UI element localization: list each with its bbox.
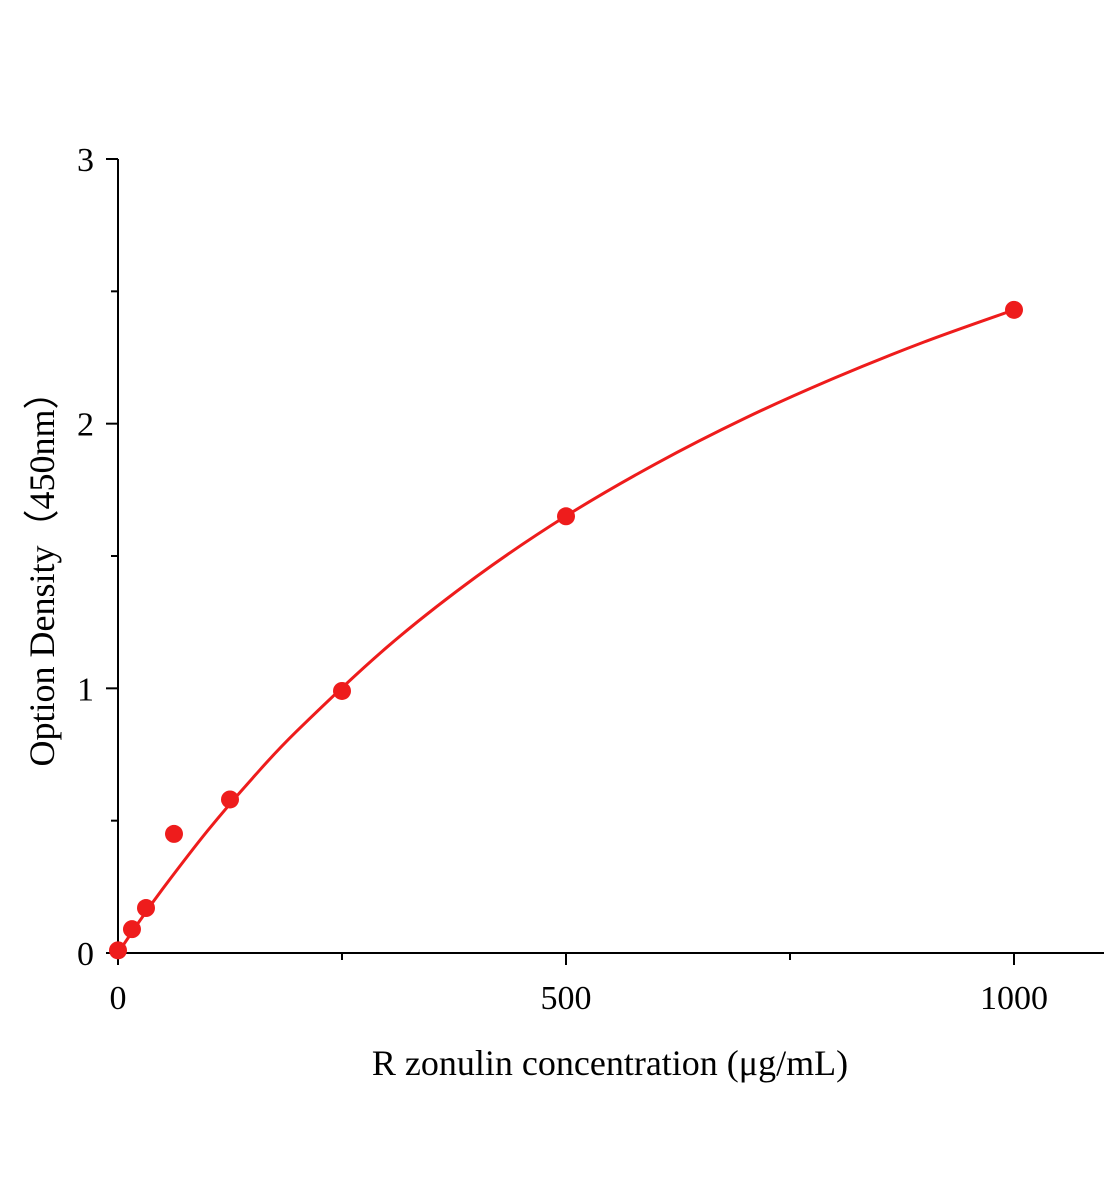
y-tick-label: 3: [77, 142, 94, 179]
y-axis-label: Option Density（450nm）: [22, 374, 62, 767]
data-point: [137, 899, 155, 918]
data-point: [221, 790, 239, 809]
x-tick-label: 500: [541, 980, 592, 1017]
x-tick-label: 1000: [980, 980, 1048, 1017]
points-layer: [109, 300, 1023, 960]
axes: 0 500 1000 0 1 2 3: [77, 142, 1104, 1017]
data-point: [109, 941, 127, 960]
data-point: [122, 920, 141, 939]
data-point: [557, 507, 575, 526]
fit-curve-layer: [116, 308, 1015, 954]
data-point: [165, 824, 183, 843]
data-point: [1005, 300, 1023, 319]
data-point: [333, 681, 351, 700]
x-tick-label: 0: [110, 980, 127, 1017]
fit-curve: [116, 308, 1015, 954]
x-axis-label: R zonulin concentration (μg/mL): [372, 1043, 848, 1083]
y-tick-label: 2: [77, 407, 94, 444]
y-tick-label: 0: [77, 936, 94, 973]
y-tick-label: 1: [77, 671, 94, 708]
